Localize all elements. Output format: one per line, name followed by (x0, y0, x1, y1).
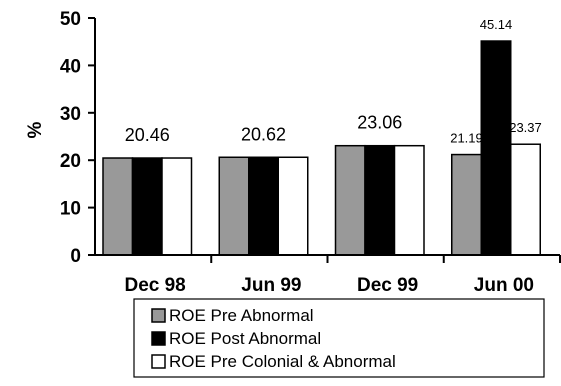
legend-swatch-2 (151, 331, 166, 346)
y-tick-label-20: 20 (60, 151, 81, 172)
bars-layer (102, 40, 541, 256)
legend-label-1: ROE Pre Abnormal (169, 306, 314, 325)
bar-1-3 (334, 144, 366, 256)
data-label-6: 23.37 (509, 120, 542, 135)
bar-1-1 (102, 157, 134, 256)
x-tick-label-3: Dec 99 (357, 275, 418, 296)
data-label-5: 45.14 (480, 17, 513, 32)
y-tick-label-40: 40 (60, 56, 81, 77)
y-tick-label-50: 50 (60, 9, 81, 30)
legend-swatch-3 (151, 354, 166, 369)
bar-2-1 (131, 157, 163, 256)
data-label-1: 20.46 (125, 125, 170, 145)
legend-label-2: ROE Post Abnormal (169, 329, 321, 348)
bar-3-1 (161, 157, 193, 256)
x-tick-label-4: Jun 00 (474, 275, 534, 296)
bar-2-3 (364, 144, 396, 256)
bar-1-4 (451, 153, 482, 256)
y-tick-label-30: 30 (60, 104, 81, 125)
axes-layer: 0 10 20 30 40 50 Dec 98 Jun 99 Dec 99 Jun 00 (60, 9, 561, 296)
bar-3-3 (393, 144, 425, 256)
bar-1-2 (218, 156, 250, 256)
data-label-2: 20.62 (241, 124, 286, 144)
legend-box (133, 298, 545, 378)
data-label-4: 21.19 (450, 131, 483, 146)
bar-3-4 (510, 143, 541, 256)
bar-2-4 (480, 40, 512, 256)
data-label-3: 23.06 (357, 113, 402, 133)
x-tick-label-1: Dec 98 (124, 275, 185, 296)
y-axis-label: % (25, 121, 46, 138)
legend: ROE Pre Abnormal ROE Post Abnormal ROE Pre… (133, 298, 545, 378)
bar-2-2 (248, 156, 279, 256)
y-tick-label-10: 10 (60, 199, 81, 220)
bar-3-2 (277, 156, 309, 256)
data-labels-layer: 20.46 20.62 23.06 21.19 45.14 23.37 (125, 17, 542, 146)
x-tick-label-2: Jun 99 (241, 275, 301, 296)
y-tick-label-0: 0 (70, 246, 81, 267)
legend-swatch-1 (151, 308, 166, 323)
legend-label-3: ROE Pre Colonial & Abnormal (169, 352, 396, 371)
